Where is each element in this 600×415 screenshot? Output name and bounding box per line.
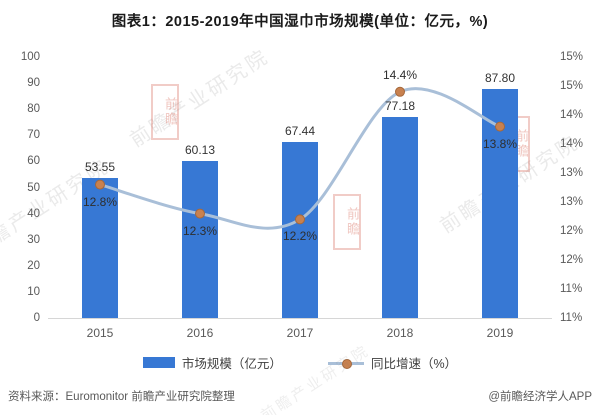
watermark-stamp: 前瞻 xyxy=(151,84,179,140)
left-axis-tick: 20 xyxy=(27,259,40,272)
left-axis-tick: 10 xyxy=(27,285,40,298)
right-axis-tick: 14% xyxy=(560,138,584,150)
right-axis-tick: 13% xyxy=(560,167,584,179)
left-axis-tick: 100 xyxy=(20,51,40,63)
left-axis-tick: 40 xyxy=(27,207,40,220)
line-swatch-marker xyxy=(341,358,352,369)
legend: 市场规模（亿元） 同比增速（%） xyxy=(0,353,600,372)
data-source-text: 资料来源：Euromonitor 前瞻产业研究院整理 xyxy=(8,391,235,403)
left-axis-tick: 60 xyxy=(27,155,40,168)
right-axis-tick: 12% xyxy=(560,254,584,266)
right-axis-tick: 11% xyxy=(560,312,583,324)
line-series-swatch xyxy=(327,358,364,369)
watermark-text: 前瞻产业研究院 xyxy=(126,45,274,152)
line-marker-2018 xyxy=(395,86,405,97)
x-axis-label-2017: 2017 xyxy=(286,326,314,340)
right-axis-tick: 14% xyxy=(560,109,584,121)
watermark-stamp: 前瞻 xyxy=(333,194,361,250)
bar-value-label: 60.13 xyxy=(184,143,216,158)
left-axis-tick: 50 xyxy=(27,181,40,194)
x-axis-label-2019: 2019 xyxy=(486,326,514,340)
bar-series-swatch xyxy=(142,357,175,368)
bar-2016 xyxy=(182,161,218,318)
growth-rate-label: 13.8% xyxy=(482,136,518,151)
bar-2019 xyxy=(482,88,518,318)
right-axis-tick: 15% xyxy=(560,80,584,92)
x-axis-line xyxy=(48,318,552,319)
x-axis-label-2018: 2018 xyxy=(386,326,414,340)
bar-value-label: 87.80 xyxy=(484,70,516,85)
legend-item-growth-rate: 同比增速（%） xyxy=(327,353,458,372)
right-axis-tick: 12% xyxy=(560,225,584,237)
left-axis-tick: 90 xyxy=(27,77,40,90)
left-axis-tick: 0 xyxy=(33,312,40,324)
footer: 资料来源：Euromonitor 前瞻产业研究院整理 @前瞻经济学人APP xyxy=(8,388,592,404)
credit-text: @前瞻经济学人APP xyxy=(488,391,592,403)
x-axis-label-2015: 2015 xyxy=(86,326,114,340)
legend-label: 同比增速（%） xyxy=(370,357,458,371)
growth-rate-label: 12.8% xyxy=(82,194,118,209)
legend-item-market-size: 市场规模（亿元） xyxy=(142,353,282,372)
x-axis-label-2016: 2016 xyxy=(186,326,214,340)
bar-2018 xyxy=(382,116,418,318)
left-axis-tick: 70 xyxy=(27,129,40,142)
right-axis-tick: 15% xyxy=(560,51,584,63)
growth-rate-label: 14.4% xyxy=(382,67,418,82)
bar-value-label: 67.44 xyxy=(284,123,316,138)
legend-label: 市场规模（亿元） xyxy=(181,357,282,371)
chart-title: 图表1：2015-2019年中国湿巾市场规模(单位：亿元，%) xyxy=(111,14,489,30)
growth-rate-label: 12.3% xyxy=(182,223,218,238)
left-axis-tick: 80 xyxy=(27,103,40,116)
growth-rate-label: 12.2% xyxy=(282,229,318,244)
bar-value-label: 77.18 xyxy=(384,98,416,113)
bar-value-label: 53.55 xyxy=(84,160,116,175)
left-axis-tick: 30 xyxy=(27,233,40,246)
right-axis-tick: 11% xyxy=(560,283,583,295)
right-axis-tick: 13% xyxy=(560,196,584,208)
